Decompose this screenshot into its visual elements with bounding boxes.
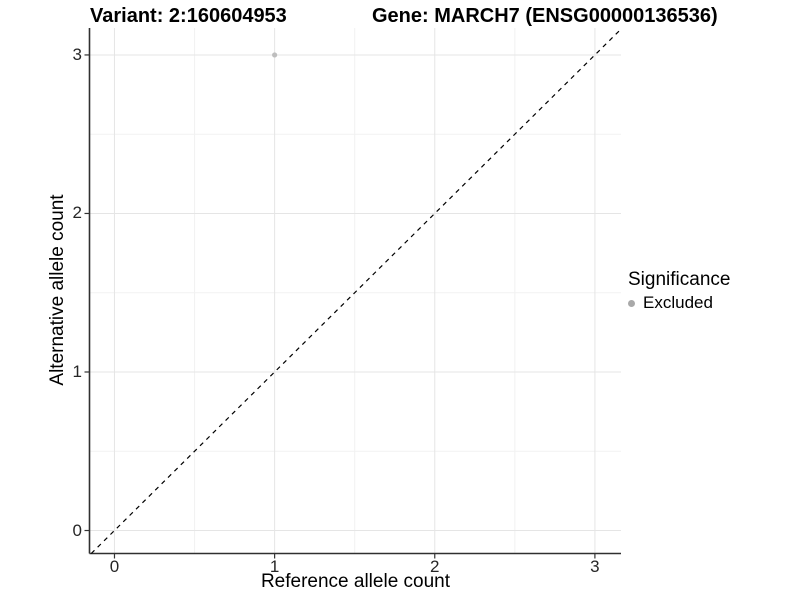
x-tick-label: 1 xyxy=(269,557,280,576)
identity-dashed-line xyxy=(90,28,622,554)
legend-title: Significance xyxy=(628,269,731,290)
y-axis-title: Alternative allele count xyxy=(47,194,68,386)
x-tick-label: 0 xyxy=(109,557,120,576)
data-point xyxy=(272,52,278,58)
excluded-marker-icon xyxy=(628,299,635,307)
plot-title-gene: Gene: MARCH7 (ENSG00000136536) xyxy=(372,5,718,27)
legend: Significance Excluded xyxy=(628,268,730,313)
y-tick-label: 1 xyxy=(72,361,82,381)
x-axis-title: Reference allele count xyxy=(260,571,451,592)
x-tick-label: 3 xyxy=(590,557,600,576)
legend-item-excluded: Excluded xyxy=(628,293,730,313)
plot-title-variant: Variant: 2:160604953 xyxy=(90,5,287,27)
legend-item-label: Excluded xyxy=(643,293,713,312)
x-tick-label: 2 xyxy=(430,557,440,576)
y-tick-label: 0 xyxy=(72,520,82,540)
y-tick-label: 2 xyxy=(72,203,82,223)
y-tick-label: 3 xyxy=(72,44,82,64)
